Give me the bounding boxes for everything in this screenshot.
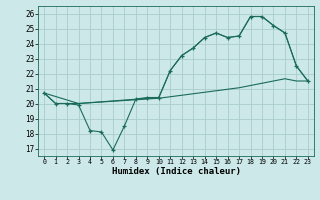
X-axis label: Humidex (Indice chaleur): Humidex (Indice chaleur) — [111, 167, 241, 176]
